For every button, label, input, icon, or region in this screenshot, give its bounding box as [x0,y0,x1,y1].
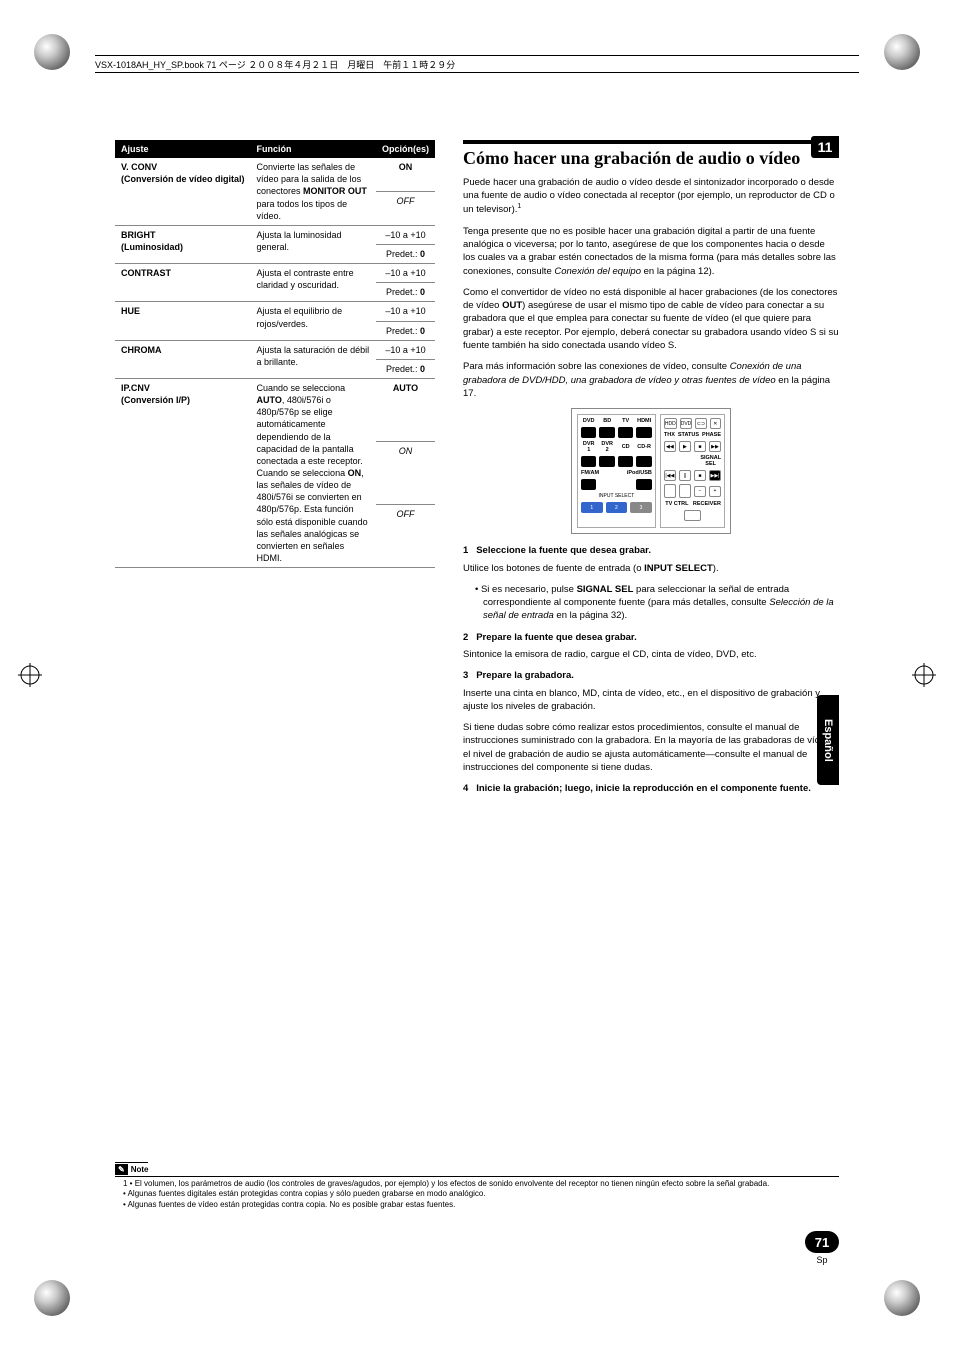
chroma-opt-def: Predet.: 0 [376,359,435,378]
note-3: • Algunas fuentes de vídeo están protegi… [123,1200,839,1210]
contrast-name: CONTRAST [115,264,251,302]
vconv-func: Convierte las señales de vídeo para la s… [251,158,376,225]
ipcnv-opt-off: OFF [396,509,414,519]
step4: 4 Inicie la grabación; luego, inicie la … [463,782,839,795]
page-number: 71 Sp [805,1231,839,1265]
step3-body2: Si tiene dudas sobre cómo realizar estos… [463,721,839,774]
note-section: Note 1 • El volumen, los parámetros de a… [115,1162,839,1210]
ipcnv-opt-on: ON [399,446,413,456]
hue-func: Ajusta el equilibrio de rojos/verdes. [251,302,376,340]
chroma-name: CHROMA [115,340,251,378]
para2: Tenga presente que no es posible hacer u… [463,225,839,278]
contrast-func: Ajusta el contraste entre claridad y osc… [251,264,376,302]
hue-opt-range: –10 a +10 [376,302,435,321]
step2: 2 Prepare la fuente que desea grabar. [463,631,839,644]
page-lang: Sp [805,1255,839,1265]
bright-name: BRIGHT [121,230,156,240]
step3-body: Inserte una cinta en blanco, MD, cinta d… [463,687,839,714]
contrast-opt-range: –10 a +10 [376,264,435,283]
bright-opt-range: –10 a +10 [376,225,435,244]
step2-body: Sintonice la emisora de radio, cargue el… [463,648,839,661]
ipcnv-opt-auto: AUTO [393,383,418,393]
chroma-opt-range: –10 a +10 [376,340,435,359]
row-vconv: V. CONV(Conversión de vídeo digital) Con… [115,158,435,191]
header-filename: VSX-1018AH_HY_SP.book 71 ページ ２００８年４月２１日 … [95,55,859,73]
ipcnv-func: Cuando se selecciona AUTO, 480i/576i o 4… [251,378,376,567]
bright-opt-def: Predet.: 0 [376,244,435,263]
row-ipcnv: IP.CNV(Conversión I/P) Cuando se selecci… [115,378,435,441]
th-opciones: Opción(es) [376,140,435,158]
note-1: 1 • El volumen, los parámetros de audio … [123,1179,839,1189]
crop-mark-tr [884,34,920,70]
para3: Como el convertidor de vídeo no está dis… [463,286,839,352]
bullet1: Si es necesario, pulse SIGNAL SEL para s… [463,583,839,623]
crop-mark-br [884,1280,920,1316]
chroma-func: Ajusta la saturación de débil a brillant… [251,340,376,378]
page-number-value: 71 [805,1231,839,1253]
th-ajuste: Ajuste [115,140,251,158]
ipcnv-sub: (Conversión I/P) [121,395,190,405]
note-label: Note [115,1162,148,1175]
note-2: • Algunas fuentes digitales están proteg… [123,1189,839,1199]
section-title: Cómo hacer una grabación de audio o víde… [463,140,839,170]
chapter-tab: 11 [811,136,839,158]
para4: Para más información sobre las conexione… [463,360,839,400]
contrast-opt-def: Predet.: 0 [376,283,435,302]
bright-func: Ajusta la luminosidad general. [251,225,376,263]
row-contrast: CONTRAST Ajusta el contraste entre clari… [115,264,435,283]
step3: 3 Prepare la grabadora. [463,669,839,682]
th-funcion: Función [251,140,376,158]
para1: Puede hacer una grabación de audio o víd… [463,176,839,217]
vconv-opt-on: ON [399,162,413,172]
settings-table: Ajuste Función Opción(es) V. CONV (Conver… [115,140,435,568]
vconv-opt-off: OFF [396,196,414,206]
row-bright: BRIGHT(Luminosidad) Ajusta la luminosida… [115,225,435,244]
bright-sub: (Luminosidad) [121,242,183,252]
registration-right [912,663,936,687]
crop-mark-tl [34,34,70,70]
language-tab: Español [817,695,839,785]
vconv-sub: (Conversión de vídeo digital) [121,174,245,184]
ipcnv-name: IP.CNV [121,383,150,393]
row-hue: HUE Ajusta el equilibrio de rojos/verdes… [115,302,435,321]
step1: 1 Seleccione la fuente que desea grabar. [463,544,839,557]
registration-left [18,663,42,687]
crop-mark-bl [34,1280,70,1316]
header-text: VSX-1018AH_HY_SP.book 71 ページ ２００８年４月２１日 … [95,58,455,71]
hue-name: HUE [115,302,251,340]
hue-opt-def: Predet.: 0 [376,321,435,340]
vconv-name: V. CONV [121,162,157,172]
step1-body: Utilice los botones de fuente de entrada… [463,562,839,575]
row-chroma: CHROMA Ajusta la saturación de débil a b… [115,340,435,359]
remote-diagram: DVD BD TV HDMI DVR 1 DVR 2 CD CD-R [571,408,731,534]
